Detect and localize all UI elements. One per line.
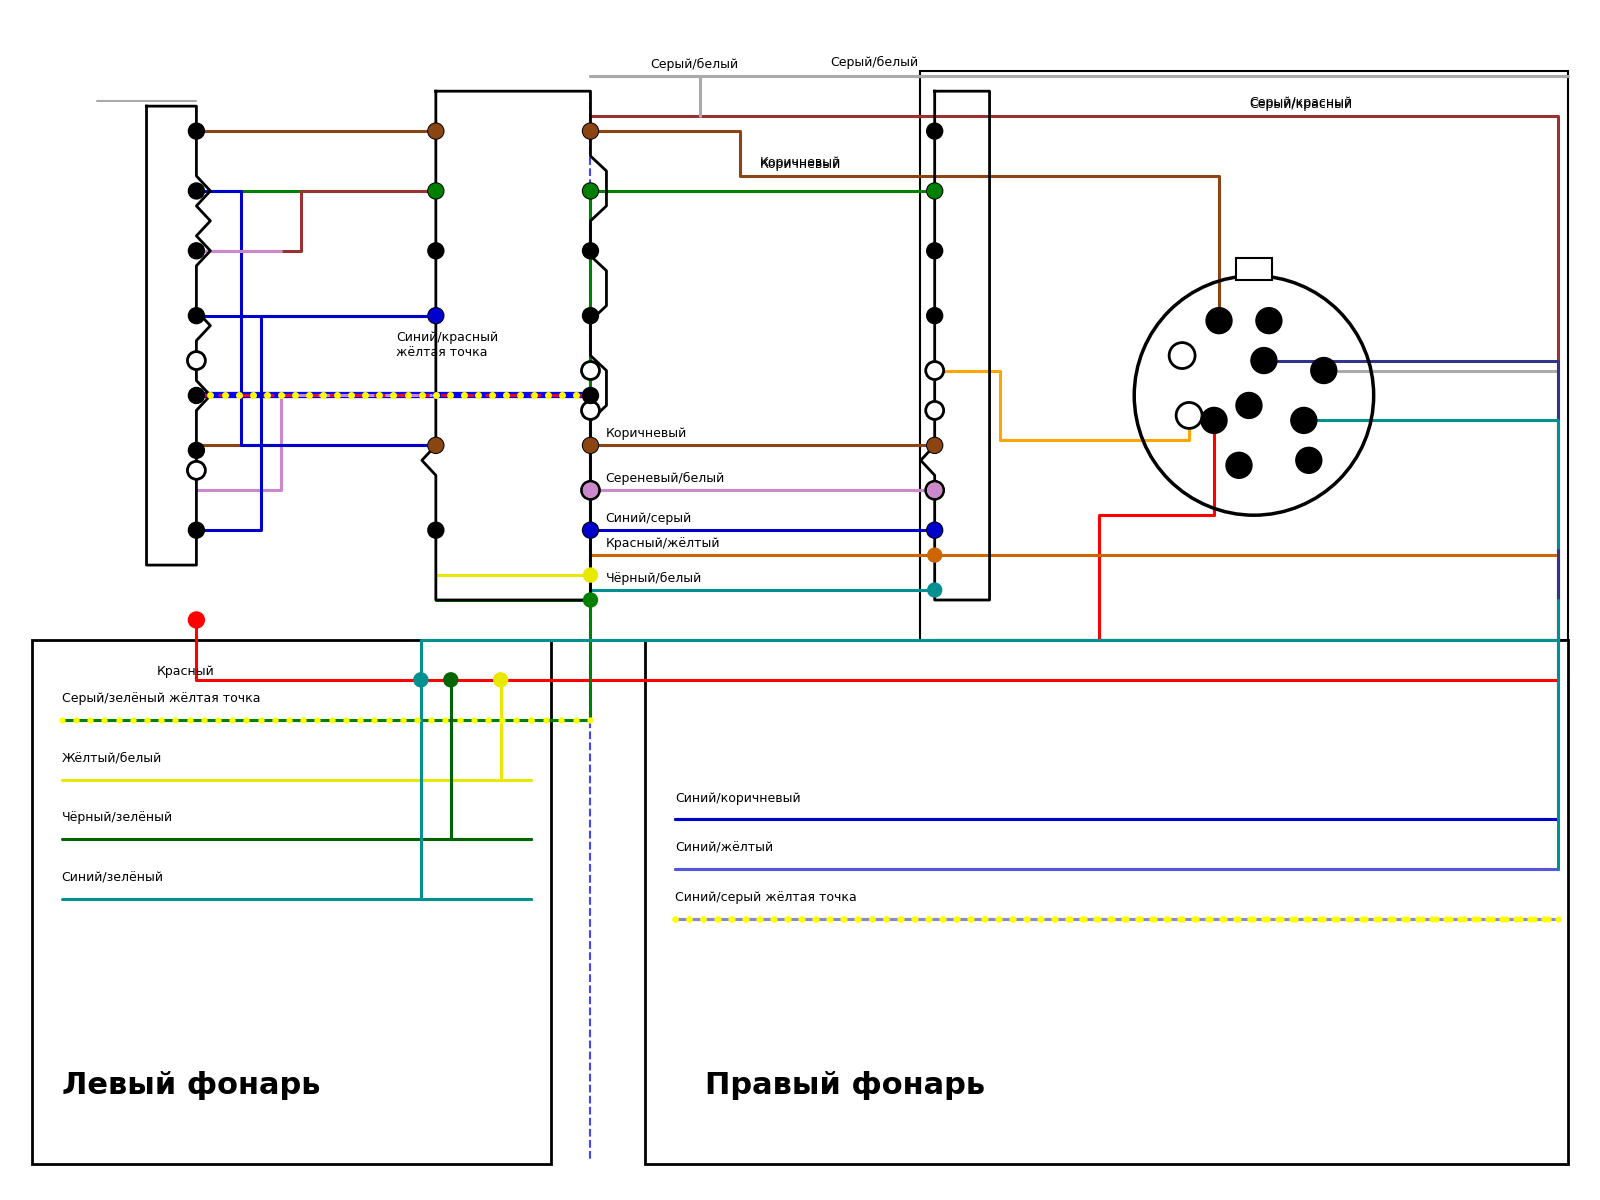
Circle shape xyxy=(582,522,598,538)
Circle shape xyxy=(926,242,942,259)
Text: Синий/серый жёлтая точка: Синий/серый жёлтая точка xyxy=(675,892,858,905)
Text: Коричневый: Коричневый xyxy=(760,156,842,169)
Circle shape xyxy=(581,402,600,420)
Circle shape xyxy=(189,388,205,403)
Circle shape xyxy=(584,124,597,138)
Circle shape xyxy=(926,182,942,199)
Circle shape xyxy=(584,523,597,538)
Circle shape xyxy=(189,182,205,199)
Circle shape xyxy=(582,388,598,403)
Text: Красный: Красный xyxy=(157,665,214,678)
Circle shape xyxy=(1176,402,1202,428)
Circle shape xyxy=(582,307,598,324)
Circle shape xyxy=(928,438,942,452)
Circle shape xyxy=(429,308,443,323)
Circle shape xyxy=(189,307,205,324)
Text: Красный/жёлтый: Красный/жёлтый xyxy=(605,538,720,550)
Bar xyxy=(1235,258,1272,280)
Bar xyxy=(920,71,1568,640)
Circle shape xyxy=(1235,392,1262,419)
Circle shape xyxy=(926,481,944,499)
Circle shape xyxy=(926,402,944,420)
Circle shape xyxy=(926,361,944,379)
Text: Жёлтый/белый: Жёлтый/белый xyxy=(62,751,162,764)
Circle shape xyxy=(926,307,942,324)
Circle shape xyxy=(189,242,205,259)
Circle shape xyxy=(584,438,597,452)
Circle shape xyxy=(189,124,205,139)
Circle shape xyxy=(189,522,205,538)
Circle shape xyxy=(429,184,443,198)
Circle shape xyxy=(928,523,942,538)
Text: Серый/красный: Серый/красный xyxy=(1250,98,1352,112)
Circle shape xyxy=(1310,358,1336,384)
Circle shape xyxy=(1256,307,1282,334)
Circle shape xyxy=(187,352,205,370)
Circle shape xyxy=(187,461,205,479)
Circle shape xyxy=(427,437,443,454)
Text: Серый/зелёный жёлтая точка: Серый/зелёный жёлтая точка xyxy=(62,691,261,704)
Circle shape xyxy=(427,124,443,139)
Circle shape xyxy=(427,242,443,259)
Circle shape xyxy=(427,307,443,324)
Circle shape xyxy=(928,548,942,562)
Text: Серый/красный: Серый/красный xyxy=(1250,96,1352,109)
Circle shape xyxy=(584,484,597,497)
Circle shape xyxy=(584,593,597,607)
Circle shape xyxy=(189,443,205,458)
Bar xyxy=(32,640,550,1164)
Circle shape xyxy=(581,361,600,379)
Circle shape xyxy=(1206,307,1232,334)
Circle shape xyxy=(427,522,443,538)
Text: Синий/коричневый: Синий/коричневый xyxy=(675,792,802,804)
Circle shape xyxy=(1202,408,1227,433)
Circle shape xyxy=(584,184,597,198)
Circle shape xyxy=(582,182,598,199)
Text: Синий/красный
жёлтая точка: Синий/красный жёлтая точка xyxy=(395,330,498,359)
Circle shape xyxy=(1226,452,1251,479)
Circle shape xyxy=(928,184,942,198)
Text: Синий/жёлтый: Синий/жёлтый xyxy=(675,841,773,854)
Circle shape xyxy=(582,124,598,139)
Circle shape xyxy=(189,612,205,628)
Text: Сереневый/белый: Сереневый/белый xyxy=(605,472,725,485)
Text: Чёрный/белый: Чёрный/белый xyxy=(605,572,702,586)
Circle shape xyxy=(429,124,443,138)
Circle shape xyxy=(926,124,942,139)
Circle shape xyxy=(1296,448,1322,473)
Circle shape xyxy=(494,673,507,686)
Circle shape xyxy=(414,673,427,686)
Text: Правый фонарь: Правый фонарь xyxy=(706,1070,986,1100)
Circle shape xyxy=(429,438,443,452)
Circle shape xyxy=(928,583,942,598)
Text: Коричневый: Коричневый xyxy=(605,427,686,440)
Circle shape xyxy=(1251,348,1277,373)
Text: Чёрный/зелёный: Чёрный/зелёный xyxy=(62,811,173,824)
Circle shape xyxy=(926,522,942,538)
Circle shape xyxy=(1170,342,1195,368)
Circle shape xyxy=(443,673,458,686)
Circle shape xyxy=(582,242,598,259)
Circle shape xyxy=(427,182,443,199)
Text: Серый/белый: Серый/белый xyxy=(650,58,739,71)
Circle shape xyxy=(928,484,942,497)
Circle shape xyxy=(582,437,598,454)
Text: Левый фонарь: Левый фонарь xyxy=(62,1070,320,1100)
Text: Коричневый: Коричневый xyxy=(760,158,842,172)
Text: Синий/зелёный: Синий/зелёный xyxy=(62,871,163,884)
Bar xyxy=(645,640,1568,1164)
Text: Синий/серый: Синий/серый xyxy=(605,512,691,526)
Circle shape xyxy=(926,437,942,454)
Circle shape xyxy=(584,568,597,582)
Circle shape xyxy=(581,481,600,499)
Text: Серый/белый: Серый/белый xyxy=(830,56,918,70)
Circle shape xyxy=(1291,408,1317,433)
